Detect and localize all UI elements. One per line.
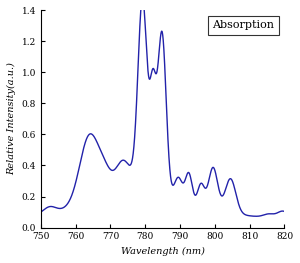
Y-axis label: Relative Intensity(a.u.): Relative Intensity(a.u.) <box>7 63 16 175</box>
X-axis label: Wavelength (nm): Wavelength (nm) <box>121 247 205 256</box>
Legend: Absorption: Absorption <box>208 16 279 35</box>
